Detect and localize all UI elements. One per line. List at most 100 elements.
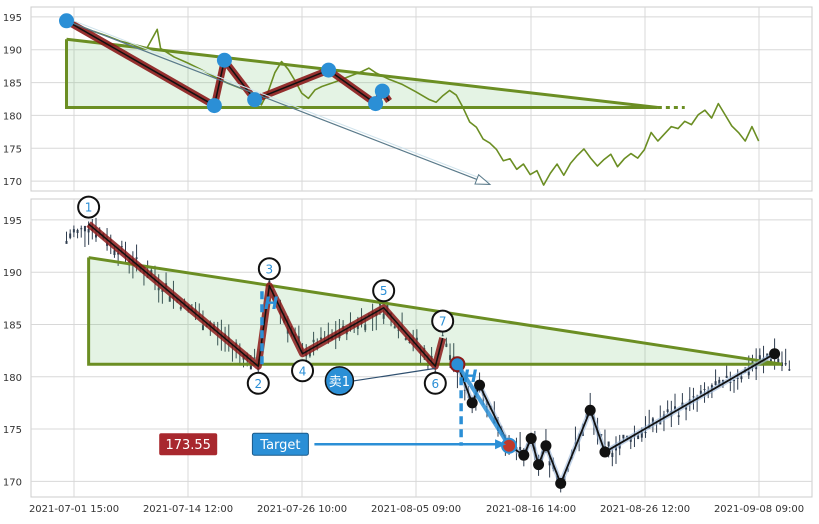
top-panel-overview bbox=[59, 13, 760, 186]
candle-body bbox=[644, 431, 647, 434]
extremum-dot bbox=[584, 404, 596, 416]
projection-line bbox=[455, 363, 511, 447]
pattern-label-circle bbox=[246, 371, 270, 395]
candle-body bbox=[441, 335, 444, 337]
pattern-label: 1 bbox=[85, 201, 93, 215]
pattern-label: 6 bbox=[431, 377, 439, 391]
candle-body bbox=[769, 359, 772, 362]
top-panel-frame bbox=[30, 6, 813, 192]
extremum-dot bbox=[555, 477, 567, 489]
y-tick-label: 190 bbox=[3, 268, 22, 279]
candle-body bbox=[120, 246, 123, 248]
candle-body bbox=[408, 341, 411, 343]
y-tick-label: 195 bbox=[3, 13, 22, 24]
pattern-label-circle bbox=[431, 309, 455, 333]
pattern-label-circle bbox=[77, 195, 101, 219]
y-tick-label: 180 bbox=[3, 373, 22, 384]
y-tick-label: 185 bbox=[3, 79, 22, 90]
x-tick-label: 2021-08-26 12:00 bbox=[600, 504, 690, 515]
extremum-dot bbox=[599, 446, 611, 458]
y-tick-label: 170 bbox=[3, 477, 22, 488]
target-badge-label: Target bbox=[259, 438, 300, 453]
candle-body bbox=[740, 376, 743, 380]
y-tick-label: 175 bbox=[3, 144, 22, 155]
x-tick-label: 2021-07-26 10:00 bbox=[257, 504, 347, 515]
pivot-point bbox=[216, 52, 232, 68]
candle-body bbox=[404, 338, 407, 341]
candle-body bbox=[397, 329, 400, 331]
candle-body bbox=[637, 435, 640, 440]
candle-body bbox=[72, 229, 75, 233]
candle-body bbox=[83, 225, 86, 232]
pattern-label-circle bbox=[291, 359, 315, 383]
extremum-dot bbox=[540, 440, 552, 452]
sell-signal-marker bbox=[324, 366, 355, 396]
candle-body bbox=[135, 257, 138, 259]
extremum-dot bbox=[466, 397, 478, 409]
candle-body bbox=[76, 229, 79, 234]
candle-body bbox=[393, 326, 396, 329]
candle-body bbox=[249, 363, 252, 370]
candle-body bbox=[415, 337, 418, 341]
candle-body bbox=[519, 446, 522, 451]
candle-body bbox=[308, 352, 311, 357]
pivot-point bbox=[206, 98, 222, 114]
candle-body bbox=[747, 371, 750, 376]
candle-body bbox=[364, 324, 367, 331]
candle-body bbox=[117, 252, 120, 255]
x-axis: 2021-07-01 15:00 2021-07-14 12:00 2021-07-… bbox=[29, 504, 804, 515]
pattern-label-circle bbox=[372, 279, 396, 303]
candle-body bbox=[161, 289, 164, 292]
extremum-dot bbox=[769, 348, 781, 360]
pattern-label: 4 bbox=[299, 364, 307, 378]
candle-body bbox=[733, 380, 736, 382]
target-marker bbox=[501, 437, 518, 454]
pivot-point bbox=[368, 96, 384, 112]
candle-body bbox=[640, 431, 643, 438]
candle-body bbox=[692, 396, 695, 398]
price-badge bbox=[159, 433, 218, 456]
y-tick-label: 180 bbox=[3, 111, 22, 122]
candle-body bbox=[622, 434, 625, 439]
y-tick-label: 195 bbox=[3, 216, 22, 227]
trend-arrow-highlight bbox=[68, 18, 490, 182]
extremum-dot bbox=[525, 432, 537, 444]
candle-body bbox=[677, 415, 680, 418]
sell-signal-line bbox=[353, 367, 436, 382]
candle-body bbox=[611, 452, 614, 458]
candle-body bbox=[80, 228, 83, 230]
target-arrow-head bbox=[495, 439, 507, 450]
candle-body bbox=[356, 325, 359, 329]
y-tick-label: 185 bbox=[3, 320, 22, 331]
candle-body bbox=[714, 381, 717, 386]
target-badge bbox=[251, 432, 309, 456]
candle-body bbox=[179, 306, 182, 310]
candle-body bbox=[729, 382, 732, 384]
pivot-point bbox=[59, 13, 74, 29]
y-tick-label: 170 bbox=[3, 177, 22, 188]
sell-signal-label: 卖1 bbox=[329, 375, 350, 390]
pivot-point bbox=[374, 83, 390, 99]
candle-body bbox=[445, 343, 448, 347]
candle-body bbox=[758, 355, 761, 360]
y-tick-label: 190 bbox=[3, 46, 22, 57]
candle-body bbox=[168, 296, 171, 302]
candle-body bbox=[69, 233, 72, 238]
candle-body bbox=[548, 460, 551, 466]
candle-body bbox=[95, 234, 98, 238]
bottom-panel-main: H H 1 2 3 4 5 6 7 卖1 173.55 Target bbox=[65, 195, 791, 493]
trend-arrow bbox=[66, 20, 491, 185]
pattern-label: 2 bbox=[254, 377, 262, 391]
bottom-panel-y-axis: 170 175 180 185 190 195 bbox=[3, 216, 22, 488]
candle-body bbox=[87, 228, 90, 233]
candle-body bbox=[615, 446, 618, 451]
pattern-label: 7 bbox=[439, 315, 447, 329]
pattern-zigzag-core bbox=[88, 223, 444, 368]
candle-body bbox=[312, 339, 315, 343]
candle-body bbox=[65, 240, 68, 244]
trend-arrow-head bbox=[474, 173, 492, 185]
x-tick-label: 2021-07-14 12:00 bbox=[143, 504, 233, 515]
candle-body bbox=[784, 363, 787, 365]
x-tick-label: 2021-08-16 14:00 bbox=[486, 504, 576, 515]
